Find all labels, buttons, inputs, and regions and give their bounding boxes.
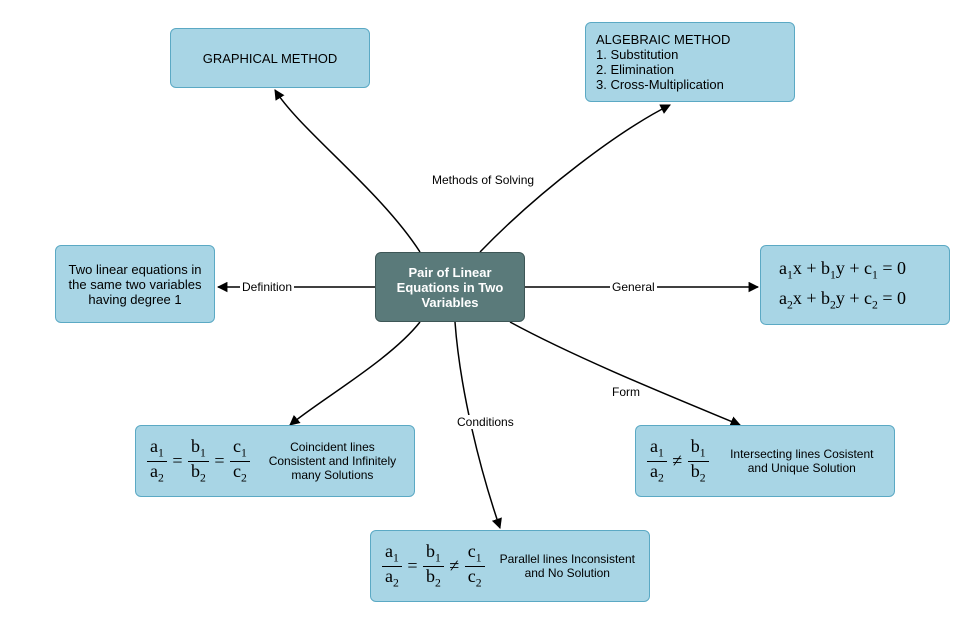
definition-text: Two linear equations in the same two var… <box>66 262 204 307</box>
definition-node: Two linear equations in the same two var… <box>55 245 215 323</box>
coincident-ratio: a1a2 = b1b2 = c1c2 <box>146 437 251 485</box>
algebraic-item-2: 2. Elimination <box>596 62 784 77</box>
general-form-node: a1x + b1y + c1 = 0 a2x + b2y + c2 = 0 <box>760 245 950 325</box>
intersecting-desc: Intersecting lines Cosistent and Unique … <box>720 447 884 475</box>
general-eq2: a2x + b2y + c2 = 0 <box>779 288 939 312</box>
parallel-desc: Parallel lines Inconsistent and No Solut… <box>496 552 639 580</box>
algebraic-method-node: ALGEBRAIC METHOD 1. Substitution 2. Elim… <box>585 22 795 102</box>
center-node-text: Pair of Linear Equations in Two Variable… <box>386 265 514 310</box>
edge-label-5: Conditions <box>455 415 516 429</box>
edge-label-3: General <box>610 280 657 294</box>
parallel-node: a1a2 = b1b2 ≠ c1c2 Parallel lines Incons… <box>370 530 650 602</box>
algebraic-item-1: 1. Substitution <box>596 47 784 62</box>
edge-label-2: Definition <box>240 280 294 294</box>
parallel-ratio: a1a2 = b1b2 ≠ c1c2 <box>381 542 486 590</box>
edge-label-methods: Methods of Solving <box>430 173 536 187</box>
algebraic-title: ALGEBRAIC METHOD <box>596 32 784 47</box>
graphical-method-node: GRAPHICAL METHOD <box>170 28 370 88</box>
edge-label-6: Form <box>610 385 642 399</box>
algebraic-item-3: 3. Cross-Multiplication <box>596 77 784 92</box>
center-node: Pair of Linear Equations in Two Variable… <box>375 252 525 322</box>
intersecting-node: a1a2 ≠ b1b2 Intersecting lines Cosistent… <box>635 425 895 497</box>
graphical-method-text: GRAPHICAL METHOD <box>203 51 338 66</box>
coincident-node: a1a2 = b1b2 = c1c2 Coincident lines Cons… <box>135 425 415 497</box>
intersecting-ratio: a1a2 ≠ b1b2 <box>646 437 710 485</box>
general-eq1: a1x + b1y + c1 = 0 <box>779 258 939 282</box>
coincident-desc: Coincident lines Consistent and Infinite… <box>261 440 404 482</box>
